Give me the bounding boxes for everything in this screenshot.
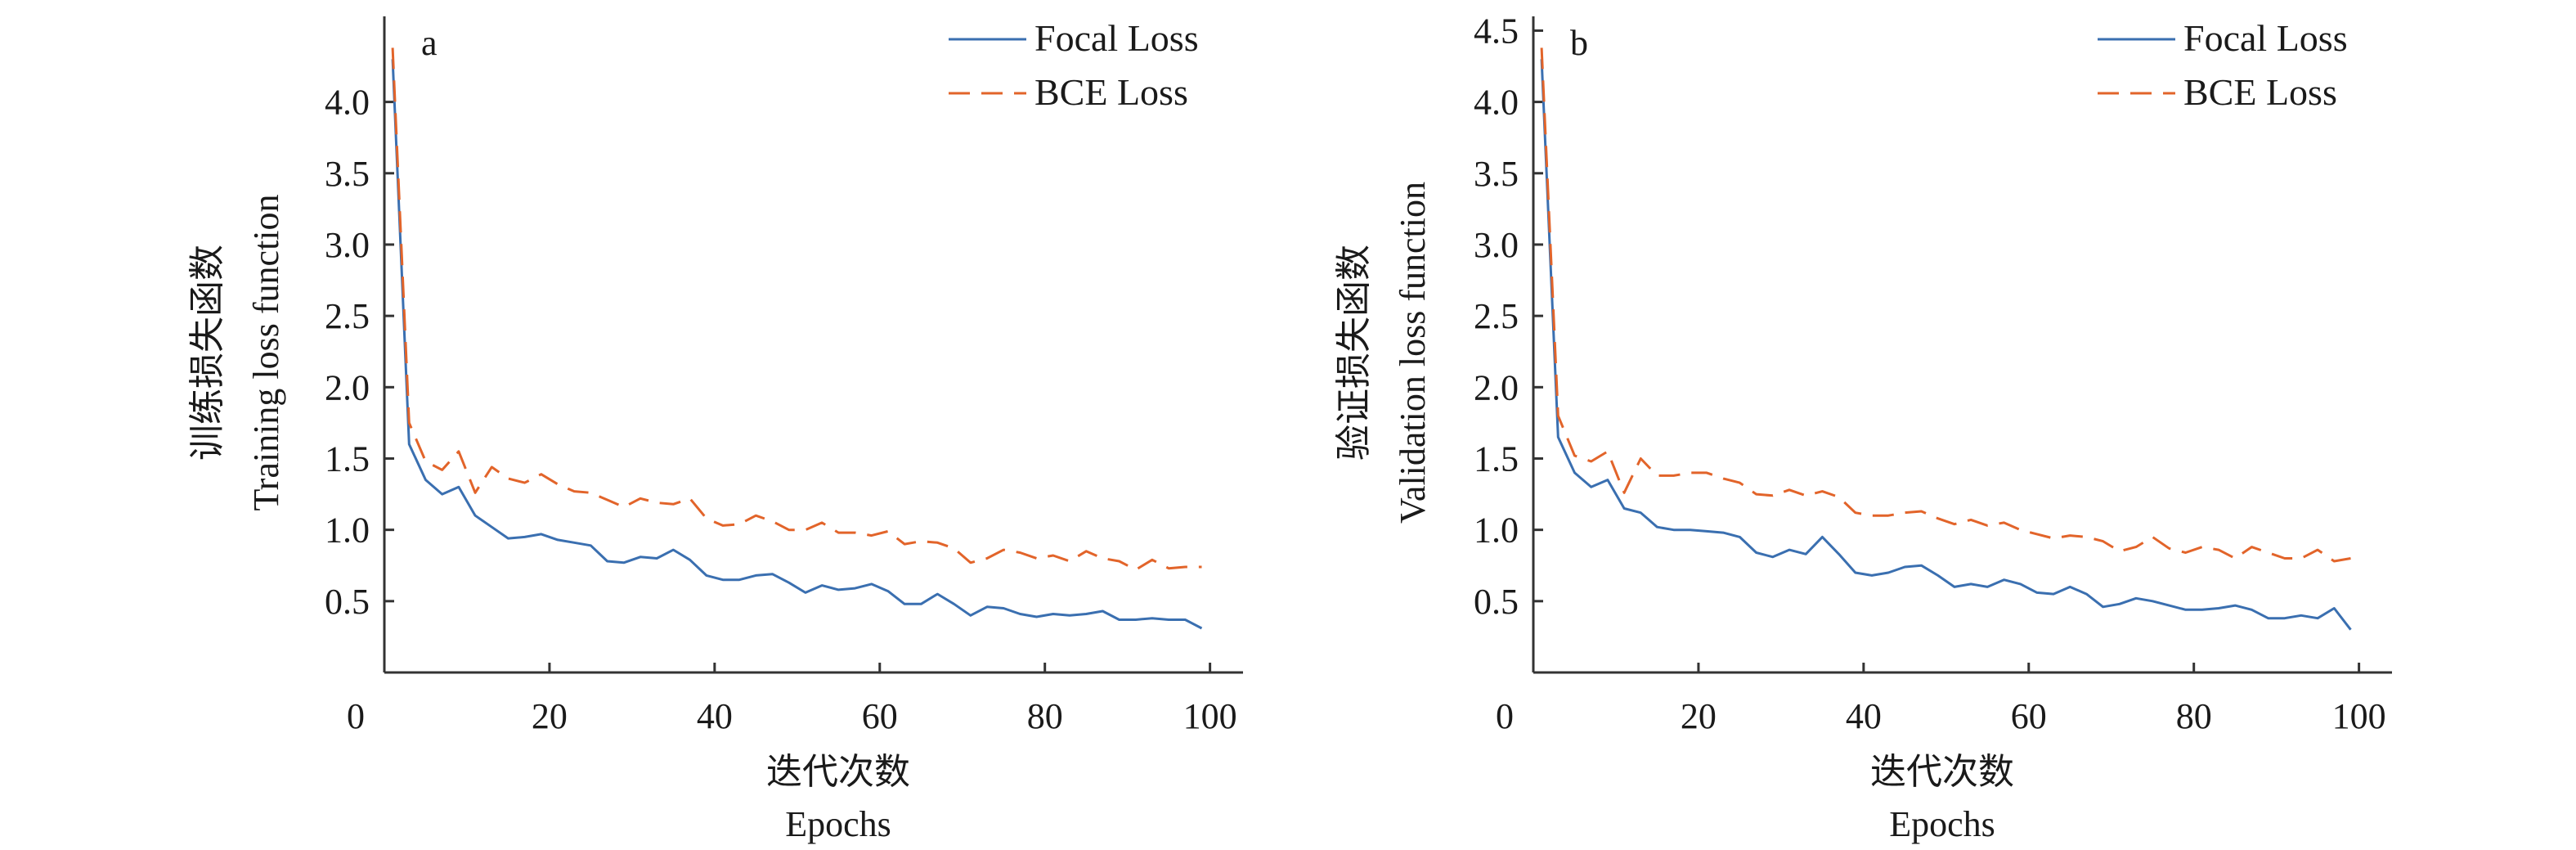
y-tick-label: 4.5 [1474, 11, 1519, 51]
y-tick-label: 3.0 [1474, 225, 1519, 265]
chart-panel-a: 0.5 1.0 1.5 2.0 2.5 3.0 3.5 4.0 0 20 40 60 80 100 Foca… [187, 16, 1243, 844]
series-line-focal-loss [391, 59, 1203, 630]
legend-label: Focal Loss [2183, 17, 2348, 59]
x-tick-label: 60 [862, 696, 898, 736]
x-tick-label: 20 [1681, 696, 1717, 736]
y-tick-label: 0.5 [1474, 582, 1519, 622]
x-tick-label: 0 [347, 696, 365, 736]
panel-label: b [1570, 23, 1588, 63]
y-axis-label-cn: 验证损失函数 [1334, 245, 1374, 461]
x-tick-label: 20 [532, 696, 568, 736]
y-tick-label: 2.5 [1474, 296, 1519, 336]
y-tick-label: 3.0 [325, 225, 370, 265]
series-line-focal-loss [1540, 59, 2352, 631]
y-tick-label: 3.5 [325, 154, 370, 194]
y-tick-label: 2.0 [325, 367, 370, 407]
x-tick-label: 40 [697, 696, 733, 736]
y-tick-label: 3.5 [1474, 154, 1519, 194]
panel-label: a [421, 23, 438, 63]
y-tick-label: 1.0 [1474, 510, 1519, 551]
x-tick-label: 40 [1846, 696, 1882, 736]
y-tick-label: 4.0 [325, 83, 370, 123]
y-tick-label: 2.0 [1474, 367, 1519, 407]
x-tick-label: 100 [2332, 696, 2386, 736]
x-tick-label: 60 [2011, 696, 2047, 736]
y-tick-label: 4.0 [1474, 83, 1519, 123]
y-tick-label: 1.0 [325, 510, 370, 551]
series-line-bce-loss [391, 47, 1202, 571]
x-tick-label: 100 [1183, 696, 1237, 736]
legend-label: BCE Loss [1034, 71, 1188, 113]
y-tick-label: 1.5 [325, 438, 370, 479]
panels: 0.5 1.0 1.5 2.0 2.5 3.0 3.5 4.0 0 20 40 60 80 100 Foca… [187, 11, 2392, 844]
y-axis-label-en: Training loss function [246, 194, 286, 510]
y-tick-label: 0.5 [325, 582, 370, 622]
x-tick-label: 80 [1027, 696, 1063, 736]
y-axis-label-cn: 训练损失函数 [187, 245, 227, 461]
series-line-bce-loss [1540, 47, 2351, 563]
x-tick-label: 80 [2176, 696, 2212, 736]
y-tick-label: 1.5 [1474, 438, 1519, 479]
legend-label: BCE Loss [2183, 71, 2337, 113]
chart-panel-b: 0.5 1.0 1.5 2.0 2.5 3.0 3.5 4.0 4.5 0 20 40 60 80 100 F… [1334, 11, 2392, 844]
legend-label: Focal Loss [1034, 17, 1199, 59]
x-axis-label-en: Epochs [1889, 804, 1995, 844]
x-tick-label: 0 [1496, 696, 1514, 736]
x-axis-label-cn: 迭代次数 [1870, 752, 2014, 792]
y-axis-label-en: Validation loss function [1393, 182, 1433, 524]
x-axis-label-en: Epochs [785, 804, 891, 844]
y-tick-label: 2.5 [325, 296, 370, 336]
x-axis-label-cn: 迭代次数 [766, 752, 910, 792]
